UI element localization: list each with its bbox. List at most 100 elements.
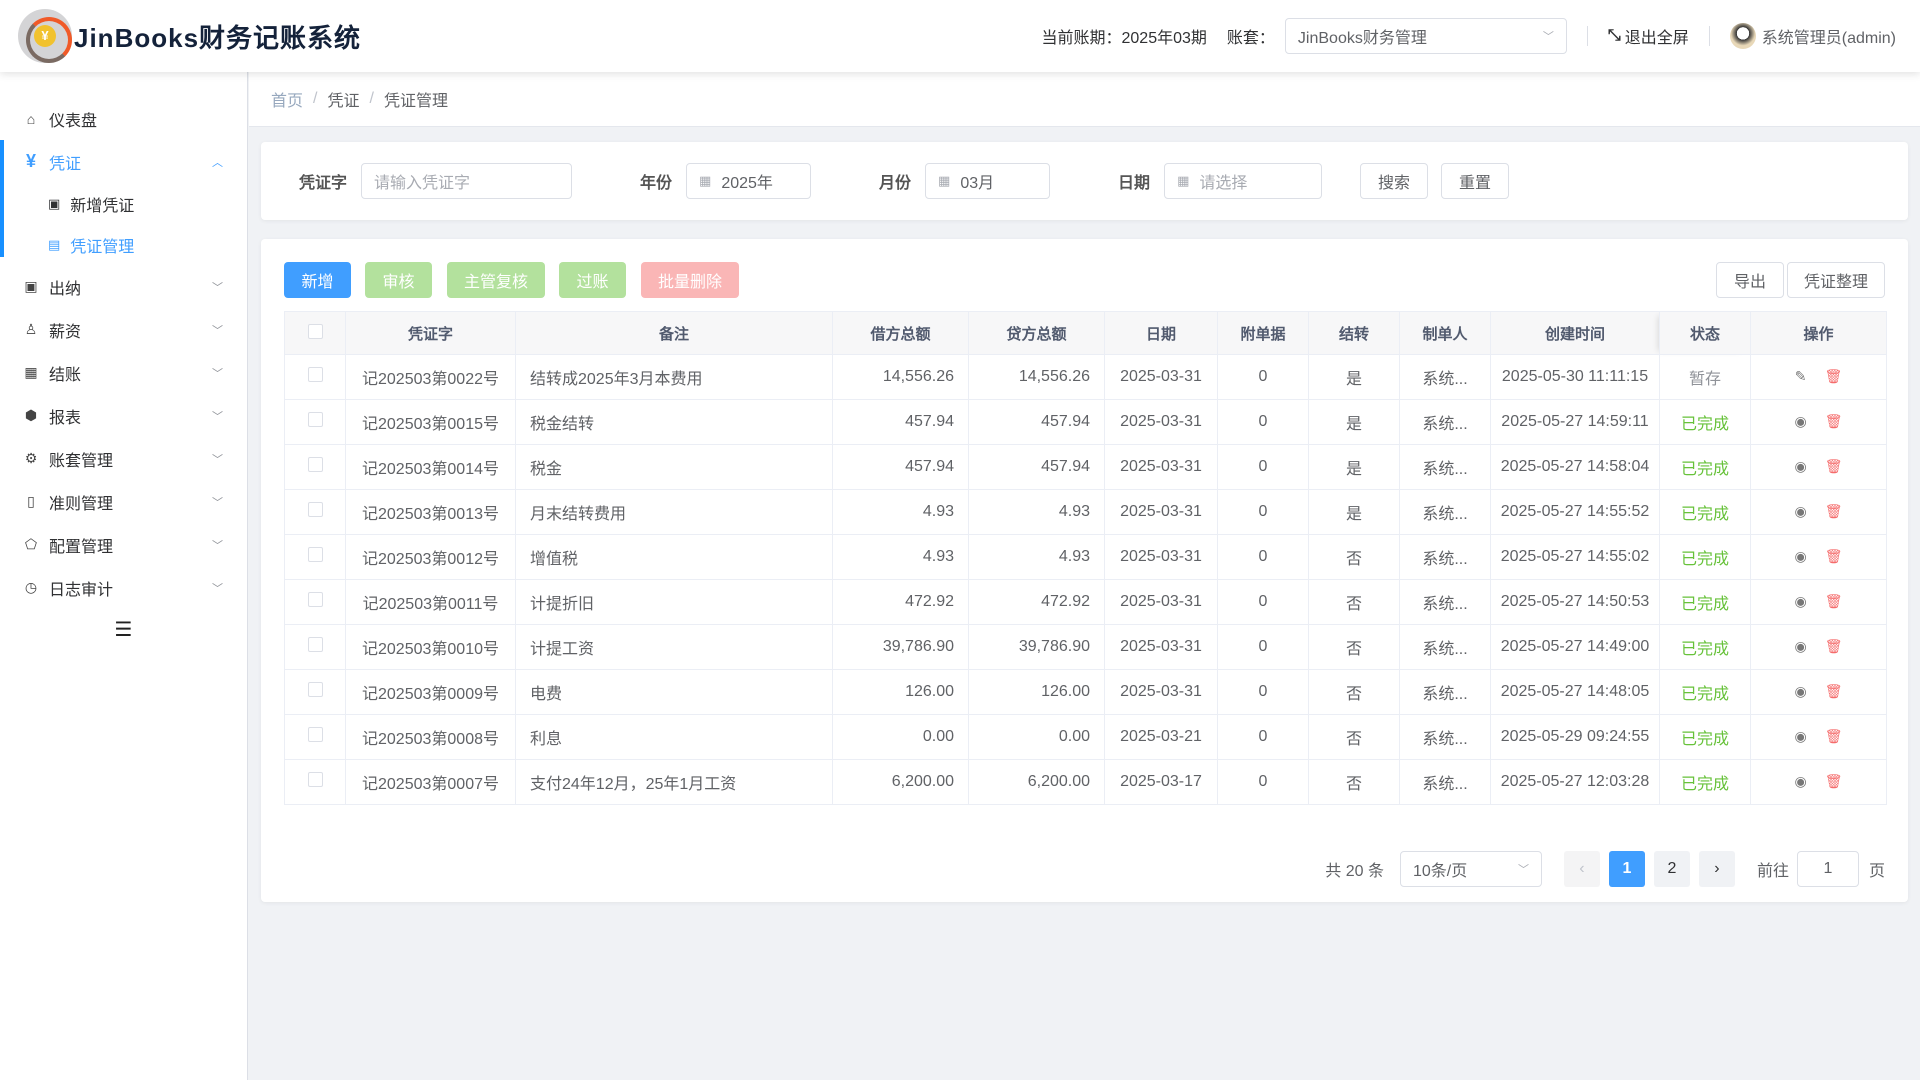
voucher-no: 记202503第0022号 bbox=[345, 354, 516, 400]
eye-icon[interactable]: ◉ bbox=[1794, 548, 1807, 564]
debit-total: 4.93 bbox=[832, 534, 969, 580]
trash-icon[interactable]: 🗑 bbox=[1824, 593, 1843, 609]
collapse-menu-icon[interactable]: ☰ bbox=[114, 619, 133, 641]
eye-icon[interactable]: ◉ bbox=[1794, 638, 1807, 654]
sidebar-item-salary[interactable]: ♙ 薪资 ﹀ bbox=[0, 308, 247, 351]
sidebar-item-reports[interactable]: ⬢ 报表 ﹀ bbox=[0, 394, 247, 437]
trash-icon[interactable]: 🗑 bbox=[1824, 638, 1843, 654]
trash-icon[interactable]: 🗑 bbox=[1824, 503, 1843, 519]
table-row[interactable]: 记202503第0007号 支付24年12月，25年1月工资 6,200.00 6,2… bbox=[284, 759, 1887, 805]
month-picker[interactable]: ▦ 03月 bbox=[925, 163, 1051, 199]
cashier-icon: ▣ bbox=[24, 278, 38, 294]
table-row[interactable]: 记202503第0014号 税金 457.94 457.94 2025-03-31 0 是系… bbox=[284, 444, 1887, 490]
page-1-button[interactable]: 1 bbox=[1608, 851, 1645, 887]
search-form: 凭证字 请输入凭证字 年份 ▦ 2025年 月份 ▦ 03月 日期 ▦ 请选择 搜索 … bbox=[261, 142, 1908, 220]
sidebar-item-dashboard[interactable]: ⌂ 仪表盘 bbox=[0, 97, 247, 140]
eye-icon[interactable]: ◉ bbox=[1794, 413, 1807, 429]
post-button[interactable]: 过账 bbox=[559, 262, 626, 298]
table-row[interactable]: 记202503第0008号 利息 0.00 0.00 2025-03-21 0 否系统...… bbox=[284, 714, 1887, 760]
edit-icon[interactable]: ✎ bbox=[1794, 368, 1807, 384]
row-checkbox[interactable] bbox=[284, 489, 346, 535]
row-checkbox[interactable] bbox=[284, 624, 346, 670]
sidebar-item-cashier[interactable]: ▣ 出纳 ﹀ bbox=[0, 265, 247, 308]
attachments: 0 bbox=[1217, 489, 1309, 535]
voucher-no: 记202503第0012号 bbox=[345, 534, 516, 580]
trash-icon[interactable]: 🗑 bbox=[1824, 413, 1843, 429]
row-checkbox[interactable] bbox=[284, 669, 346, 715]
status-badge: 已完成 bbox=[1659, 714, 1751, 760]
select-all-checkbox[interactable] bbox=[284, 311, 346, 355]
row-checkbox[interactable] bbox=[284, 534, 346, 580]
chevron-down-icon: ﹀ bbox=[212, 281, 223, 294]
eye-icon[interactable]: ◉ bbox=[1794, 728, 1807, 744]
breadcrumb: 首页 / 凭证 / 凭证管理 bbox=[249, 72, 1920, 127]
table-row[interactable]: 记202503第0010号 计提工资 39,786.90 39,786.90 2025-… bbox=[284, 624, 1887, 670]
table-row[interactable]: 记202503第0022号 结转成2025年3月本费用 14,556.26 14,55… bbox=[284, 354, 1887, 400]
voucher-input[interactable]: 请输入凭证字 bbox=[361, 163, 573, 199]
table-row[interactable]: 记202503第0013号 月末结转费用 4.93 4.93 2025-03-31 0 是系… bbox=[284, 489, 1887, 535]
trash-icon[interactable]: 🗑 bbox=[1824, 773, 1843, 789]
export-button[interactable]: 导出 bbox=[1716, 262, 1784, 298]
supervisor-review-button[interactable]: 主管复核 bbox=[447, 262, 545, 298]
eye-icon[interactable]: ◉ bbox=[1794, 683, 1807, 699]
row-checkbox[interactable] bbox=[284, 579, 346, 625]
sidebar-item-label: 账套管理 bbox=[49, 452, 114, 470]
period-label: 当前账期： bbox=[1041, 30, 1122, 47]
table-row[interactable]: 记202503第0015号 税金结转 457.94 457.94 2025-03-31 0… bbox=[284, 399, 1887, 445]
voucher-date: 2025-03-31 bbox=[1104, 669, 1218, 715]
eye-icon[interactable]: ◉ bbox=[1794, 458, 1807, 474]
date-picker[interactable]: ▦ 请选择 bbox=[1164, 163, 1323, 199]
table-row[interactable]: 记202503第0009号 电费 126.00 126.00 2025-03-31 0 否系… bbox=[284, 669, 1887, 715]
maker: 系统... bbox=[1399, 534, 1491, 580]
year-picker[interactable]: ▦ 2025年 bbox=[686, 163, 812, 199]
attachments: 0 bbox=[1217, 534, 1309, 580]
sidebar-item-audit-log[interactable]: ◷ 日志审计 ﹀ bbox=[0, 566, 247, 609]
eye-icon[interactable]: ◉ bbox=[1794, 773, 1807, 789]
organize-vouchers-button[interactable]: 凭证整理 bbox=[1787, 262, 1885, 298]
eye-icon[interactable]: ◉ bbox=[1794, 593, 1807, 609]
eye-icon[interactable]: ◉ bbox=[1794, 503, 1807, 519]
report-icon: ⬢ bbox=[24, 407, 38, 423]
table-row[interactable]: 记202503第0012号 增值税 4.93 4.93 2025-03-31 0 否系统..… bbox=[284, 534, 1887, 580]
batch-delete-button[interactable]: 批量删除 bbox=[641, 262, 739, 298]
row-checkbox[interactable] bbox=[284, 444, 346, 490]
debit-total: 39,786.90 bbox=[832, 624, 969, 670]
trash-icon[interactable]: 🗑 bbox=[1824, 458, 1843, 474]
page-size-select[interactable]: 10条/页 ﹀ bbox=[1399, 851, 1542, 887]
sidebar-item-voucher[interactable]: ¥ 凭证 ︿ bbox=[0, 140, 247, 183]
attachments: 0 bbox=[1217, 669, 1309, 715]
trash-icon[interactable]: 🗑 bbox=[1824, 683, 1843, 699]
row-checkbox[interactable] bbox=[284, 399, 346, 445]
maker: 系统... bbox=[1399, 624, 1491, 670]
row-checkbox[interactable] bbox=[284, 759, 346, 805]
exit-fullscreen-button[interactable]: ⤡ 退出全屏 bbox=[1608, 24, 1689, 48]
reset-button[interactable]: 重置 bbox=[1441, 163, 1510, 199]
prev-page-button[interactable]: ‹ bbox=[1563, 851, 1600, 887]
sidebar-item-voucher-manage[interactable]: ▤ 凭证管理 bbox=[0, 224, 247, 265]
sidebar-item-new-voucher[interactable]: ▣ 新增凭证 bbox=[0, 183, 247, 224]
user-name: 系统管理员(admin) bbox=[1761, 30, 1896, 47]
user-menu[interactable]: 系统管理员(admin) bbox=[1729, 23, 1896, 49]
table-row[interactable]: 记202503第0011号 计提折旧 472.92 472.92 2025-03-31 0… bbox=[284, 579, 1887, 625]
sidebar-item-label: 仪表盘 bbox=[49, 112, 98, 130]
trash-icon[interactable]: 🗑 bbox=[1824, 548, 1843, 564]
page-2-button[interactable]: 2 bbox=[1653, 851, 1690, 887]
sidebar-item-closing[interactable]: ▦ 结账 ﹀ bbox=[0, 351, 247, 394]
breadcrumb-home[interactable]: 首页 bbox=[271, 93, 304, 110]
account-select[interactable]: JinBooks财务管理 ﹀ bbox=[1284, 18, 1567, 54]
trash-icon[interactable]: 🗑 bbox=[1824, 368, 1843, 384]
memo: 增值税 bbox=[515, 534, 833, 580]
goto-page-input[interactable]: 1 bbox=[1796, 851, 1859, 887]
row-checkbox[interactable] bbox=[284, 714, 346, 760]
audit-button[interactable]: 审核 bbox=[365, 262, 432, 298]
add-button[interactable]: 新增 bbox=[284, 262, 351, 298]
sidebar-item-config[interactable]: ⬠ 配置管理 ﹀ bbox=[0, 523, 247, 566]
trash-icon[interactable]: 🗑 bbox=[1824, 728, 1843, 744]
sidebar-item-standards[interactable]: ▯ 准则管理 ﹀ bbox=[0, 480, 247, 523]
user-icon: ♙ bbox=[24, 321, 38, 337]
next-page-button[interactable]: › bbox=[1698, 851, 1735, 887]
sidebar-item-account-sets[interactable]: ⚙ 账套管理 ﹀ bbox=[0, 437, 247, 480]
voucher-date: 2025-03-31 bbox=[1104, 579, 1218, 625]
row-checkbox[interactable] bbox=[284, 354, 346, 400]
search-button[interactable]: 搜索 bbox=[1360, 163, 1429, 199]
